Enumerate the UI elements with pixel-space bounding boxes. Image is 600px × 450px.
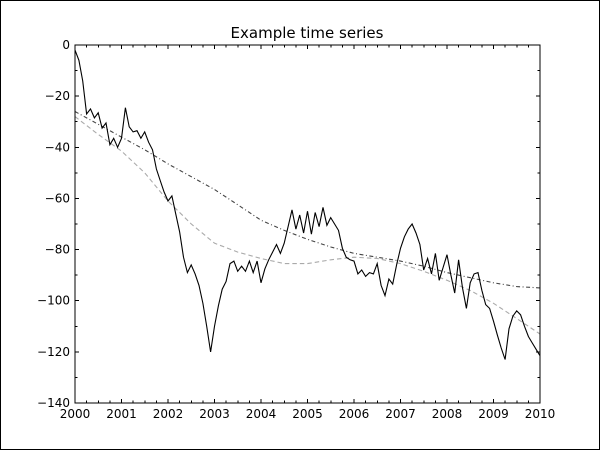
chart-title: Example time series — [231, 24, 384, 42]
y-tick-label: 0 — [62, 38, 70, 52]
x-tick-label: 2008 — [432, 407, 463, 421]
x-tick-label: 2005 — [292, 407, 323, 421]
y-tick-label: −60 — [45, 191, 70, 205]
series-line-monthly-random-walk — [74, 49, 541, 360]
x-tick-label: 2004 — [246, 407, 277, 421]
y-tick-label: −80 — [45, 243, 70, 257]
x-tick-label: 2002 — [153, 407, 184, 421]
x-tick-label: 2010 — [525, 407, 556, 421]
x-tick-label: 2000 — [60, 407, 91, 421]
x-tick-label: 2001 — [106, 407, 137, 421]
x-tick-label: 2007 — [385, 407, 416, 421]
x-tick-label: 2003 — [199, 407, 230, 421]
x-tick-label: 2009 — [478, 407, 509, 421]
y-tick-label: −140 — [37, 396, 70, 410]
y-tick-label: −100 — [37, 294, 70, 308]
x-tick-label: 2006 — [339, 407, 370, 421]
y-tick-label: −40 — [45, 140, 70, 154]
y-tick-label: −120 — [37, 345, 70, 359]
y-tick-label: −20 — [45, 89, 70, 103]
